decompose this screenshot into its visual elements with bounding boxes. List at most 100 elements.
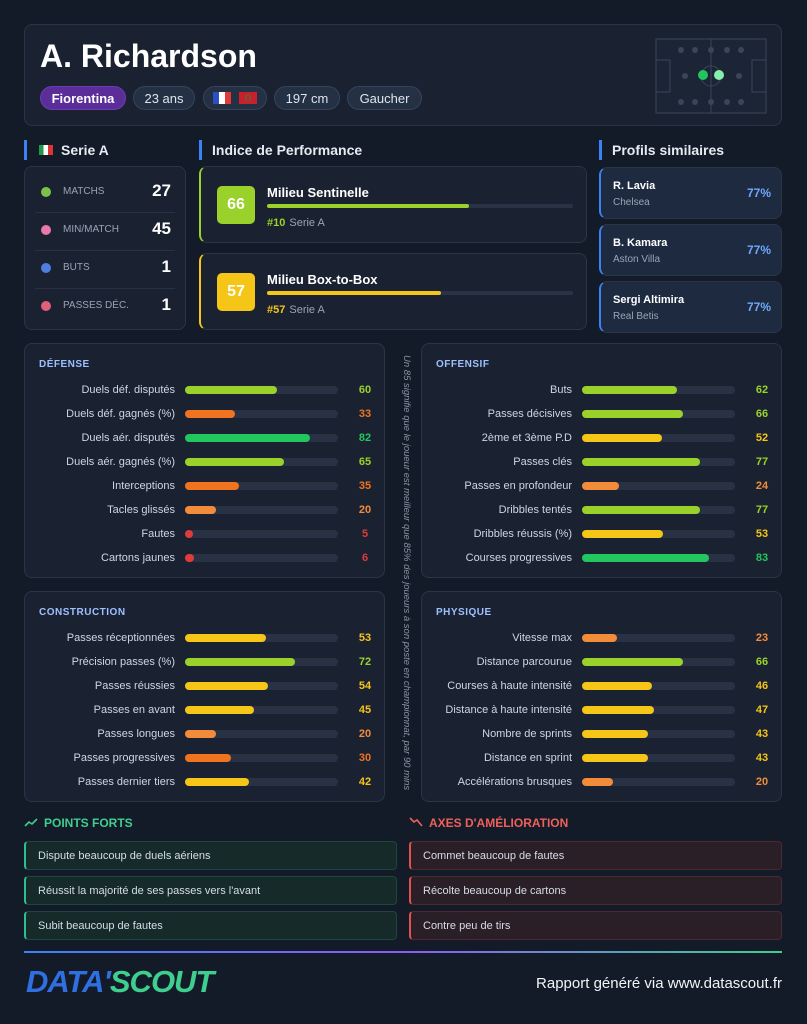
role-name: Milieu Sentinelle [267, 185, 369, 200]
role-league: Serie A [289, 217, 325, 229]
percentile-bar [185, 386, 277, 394]
bar-track [185, 634, 338, 642]
percentile-bar [582, 506, 700, 514]
percentile-bar [185, 458, 285, 466]
divider [35, 288, 175, 289]
stat-value: 1 [161, 257, 171, 276]
role-rank: #57 [267, 304, 286, 316]
percentile-note: Un 85 signifie que le joueur est meilleu… [401, 355, 412, 791]
percentile-bar [582, 482, 619, 490]
league-card: MATCHS 27 MIN/MATCH 45 BUTS 1 PASSES DÉC. 1 [24, 166, 186, 330]
percentile-bar [185, 706, 254, 714]
role-track [267, 204, 573, 208]
percentile-bar [185, 634, 267, 642]
stat-label: 2ème et 3ème P.D [481, 432, 572, 444]
similar-name: R. Lavia [613, 180, 656, 192]
stat-value: 20 [755, 776, 769, 788]
percentile-bar [582, 530, 664, 538]
logo-left: DATA' [26, 964, 111, 999]
logo: DATA'SCOUT [26, 964, 214, 1000]
strengths-title-row: POINTS FORTS [24, 816, 133, 830]
stat-label: Passes dernier tiers [77, 776, 175, 788]
role-name: Milieu Box-to-Box [267, 272, 378, 287]
stat-label: Précision passes (%) [71, 656, 175, 668]
stat-label: Passes en avant [93, 704, 175, 716]
bar-track [185, 530, 338, 538]
stat-value: 1 [161, 295, 171, 314]
stat-value: 60 [358, 384, 372, 396]
percentile-bar [185, 658, 296, 666]
bar-track [582, 634, 735, 642]
foot-chip: Gaucher [347, 86, 422, 110]
role-track [267, 291, 573, 295]
bar-track [185, 554, 338, 562]
stat-label: Passes en profondeur [464, 480, 572, 492]
league-name: Serie A [61, 142, 109, 158]
bar-track [582, 754, 735, 762]
stat-value: 53 [358, 632, 372, 644]
stat-label: Tacles glissés [107, 504, 175, 516]
stat-value: 66 [755, 408, 769, 420]
stat-label: Courses progressives [465, 552, 572, 564]
role-league: Serie A [289, 304, 325, 316]
stat-value: 47 [755, 704, 769, 716]
stat-value: 35 [358, 480, 372, 492]
stat-label: Passes longues [97, 728, 175, 740]
percentile-bar [185, 530, 193, 538]
bar-track [185, 658, 338, 666]
role-bar [267, 291, 442, 295]
stat-panel: OFFENSIF Buts 62 Passes décisives 66 2ème et … [421, 343, 782, 578]
trend-down-icon [409, 817, 423, 827]
improvements-item: Commet beaucoup de fautes [409, 841, 782, 870]
bar-track [185, 706, 338, 714]
bar-track [185, 754, 338, 762]
stat-label: Distance parcourue [476, 656, 572, 668]
stat-value: 45 [358, 704, 372, 716]
stat-label: Courses à haute intensité [447, 680, 572, 692]
percentile-bar [582, 682, 653, 690]
bar-track [582, 658, 735, 666]
improvements-item: Récolte beaucoup de cartons [409, 876, 782, 905]
percentile-bar [582, 458, 700, 466]
panel-title: CONSTRUCTION [39, 607, 126, 618]
stat-label: Cartons jaunes [101, 552, 175, 564]
logo-right: SCOUT [109, 964, 214, 999]
stat-label: Dribbles réussis (%) [473, 528, 572, 540]
role-rank-row: #10 Serie A [267, 217, 325, 229]
percentile-bar [582, 706, 654, 714]
similar-club: Aston Villa [613, 254, 661, 265]
role-score: 66 [217, 186, 255, 224]
bar-track [185, 506, 338, 514]
similar-club: Real Betis [613, 311, 659, 322]
percentile-bar [582, 754, 648, 762]
panel-title: OFFENSIF [436, 359, 490, 370]
stat-label: Passes réussies [94, 680, 175, 692]
improvements-title: AXES D'AMÉLIORATION [429, 816, 569, 830]
player-name: A. Richardson [40, 38, 257, 74]
height-chip: 197 cm [274, 86, 340, 110]
stat-label: Passes clés [513, 456, 572, 468]
similar-title: Profils similaires [599, 140, 724, 160]
bar-track [582, 682, 735, 690]
stat-value: 33 [358, 408, 372, 420]
stat-label: Distance à haute intensité [445, 704, 572, 716]
stat-icon [41, 263, 51, 273]
trend-up-icon [24, 818, 38, 827]
stat-value: 20 [358, 728, 372, 740]
stat-value: 66 [755, 656, 769, 668]
bar-track [185, 778, 338, 786]
role-card: 66 Milieu Sentinelle #10 Serie A [199, 166, 587, 243]
stat-value: 83 [755, 552, 769, 564]
stat-label: BUTS [63, 262, 90, 273]
percentile-bar [185, 434, 311, 442]
strengths-item: Subit beaucoup de fautes [24, 911, 397, 940]
stat-value: 20 [358, 504, 372, 516]
stat-label: Interceptions [112, 480, 175, 492]
bar-track [582, 434, 735, 442]
similar-match: 77% [746, 300, 771, 314]
stat-label: PASSES DÉC. [63, 300, 129, 311]
bar-track [582, 386, 735, 394]
stat-value: 62 [755, 384, 769, 396]
percentile-bar [185, 754, 231, 762]
